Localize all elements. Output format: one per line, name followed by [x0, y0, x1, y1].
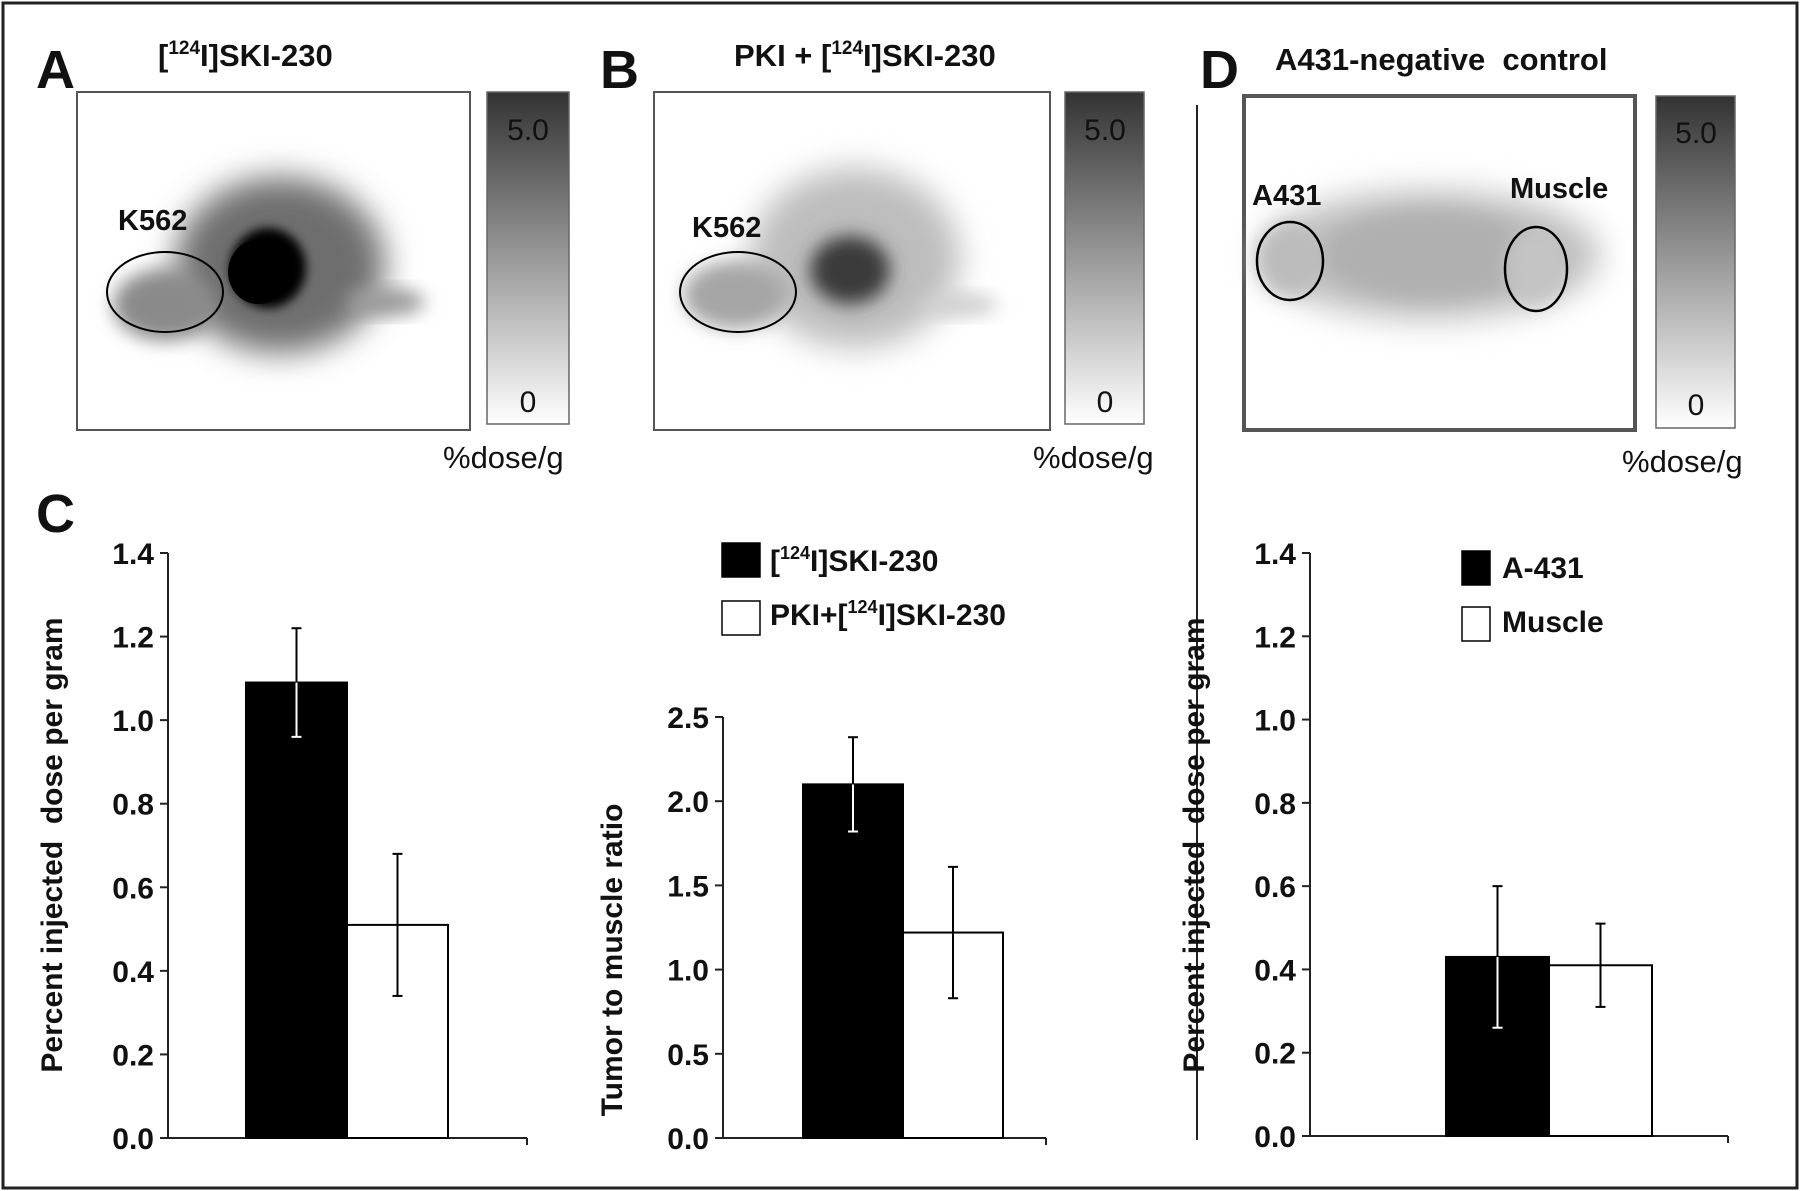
panel-a: A [124I]SKI-230 K562 5.0 0 %dose/g [36, 38, 570, 475]
legend-c: [124I]SKI-230 PKI+[124I]SKI-230 [721, 542, 1006, 636]
legend-c-label-0: [124I]SKI-230 [770, 543, 938, 578]
legend-d-label-1: Muscle [1502, 606, 1604, 639]
y-tick-label: 0.8 [112, 789, 154, 822]
panel-a-color-scale [486, 91, 570, 425]
y-axis-label: Percent injected dose per gram [1178, 617, 1211, 1072]
panel-b-roi-k562 [679, 251, 797, 333]
y-tick-label: 1.0 [667, 955, 709, 988]
legend-d: A-431 Muscle [1461, 550, 1604, 642]
bar--124i-ski-230 [245, 681, 348, 1139]
panel-d-roi-left-label: A431 [1252, 180, 1321, 212]
legend-d-label-0: A-431 [1502, 552, 1584, 585]
panel-b-color-scale [1064, 91, 1145, 425]
y-tick-label: 0.4 [1254, 954, 1296, 987]
y-tick-label: 0.0 [667, 1123, 709, 1156]
y-tick-label: 0.2 [1254, 1038, 1296, 1071]
panel-a-title: [124I]SKI-230 [158, 38, 333, 73]
panel-c-letter: C [36, 484, 75, 544]
panel-a-roi-k562 [106, 251, 224, 333]
y-tick-label: 0.5 [667, 1039, 709, 1072]
y-tick-label: 2.5 [667, 702, 709, 735]
legend-d-swatch-0 [1461, 550, 1491, 586]
panel-b-title: PKI + [124I]SKI-230 [734, 38, 996, 73]
y-tick-label: 1.0 [1254, 705, 1296, 738]
bar--124i-ski-230 [802, 783, 904, 1139]
legend-c-swatch-0 [721, 542, 761, 578]
panel-b-scale-unit: %dose/g [1033, 440, 1154, 475]
panel-d-letter: D [1200, 40, 1239, 100]
panel-d-roi-right-label: Muscle [1510, 173, 1608, 205]
panel-d-scale-unit: %dose/g [1622, 444, 1743, 479]
panel-a-scale-unit: %dose/g [443, 440, 564, 475]
y-tick-label: 0.8 [1254, 788, 1296, 821]
y-tick-label: 0.6 [112, 872, 154, 905]
panel-a-letter: A [36, 40, 75, 100]
y-axis-label: Percent injected dose per gram [36, 617, 69, 1072]
panel-d-color-scale [1655, 95, 1736, 429]
panel-b-letter: B [600, 40, 639, 100]
panel-d-roi-muscle [1503, 225, 1569, 313]
legend-c-label-1: PKI+[124I]SKI-230 [770, 597, 1006, 632]
legend-c-swatch-1 [721, 600, 761, 636]
panel-d-pet-image [1258, 190, 1600, 320]
panel-a-pet-image [113, 177, 425, 353]
y-tick-label: 0.0 [112, 1123, 154, 1156]
y-tick-label: 1.2 [112, 622, 154, 655]
panel-a-roi-label: K562 [118, 205, 187, 237]
panel-a-scale-min: 0 [520, 386, 537, 419]
panel-b-scale-min: 0 [1097, 386, 1114, 419]
y-tick-label: 0.0 [1254, 1121, 1296, 1154]
legend-d-swatch-1 [1461, 606, 1491, 642]
y-tick-label: 0.6 [1254, 871, 1296, 904]
chart-d-percent-dose: 0.0 0.2 0.4 0.6 0.8 1.0 1.2 1.4 Percent injected… [1178, 538, 1729, 1154]
panel-d-roi-a431 [1255, 220, 1325, 302]
y-tick-label: 0.2 [112, 1039, 154, 1072]
panel-b-scale-max: 5.0 [1084, 114, 1126, 147]
panel-b-pet-image [683, 168, 998, 348]
chart-c1-percent-dose: 0.0 0.2 0.4 0.6 0.8 1.0 1.2 1.4 Percent injected… [36, 538, 528, 1156]
panel-d-scale-max: 5.0 [1675, 117, 1717, 150]
panel-d-title: A431-negative control [1275, 42, 1607, 77]
y-tick-label: 1.4 [1254, 538, 1296, 571]
panel-a-scale-max: 5.0 [507, 114, 549, 147]
panel-b-image-frame [653, 91, 1051, 431]
panel-d-scale-min: 0 [1688, 389, 1705, 422]
chart-c2-tumor-muscle-ratio: 0.0 0.5 1.0 1.5 2.0 2.5 Tumor to muscle ratio [596, 702, 1047, 1156]
panel-d-image-group: D A431-negative control A431 Muscle 5.0 … [1200, 40, 1743, 479]
panel-b: B PKI + [124I]SKI-230 K562 5.0 0 %dose/g [600, 38, 1154, 475]
y-tick-label: 0.4 [112, 956, 154, 989]
panel-b-roi-label: K562 [692, 212, 761, 244]
y-tick-label: 1.0 [112, 705, 154, 738]
y-tick-label: 1.5 [667, 870, 709, 903]
y-tick-label: 2.0 [667, 786, 709, 819]
y-axis-label: Tumor to muscle ratio [596, 804, 629, 1117]
y-tick-label: 1.4 [112, 538, 154, 571]
y-tick-label: 1.2 [1254, 621, 1296, 654]
